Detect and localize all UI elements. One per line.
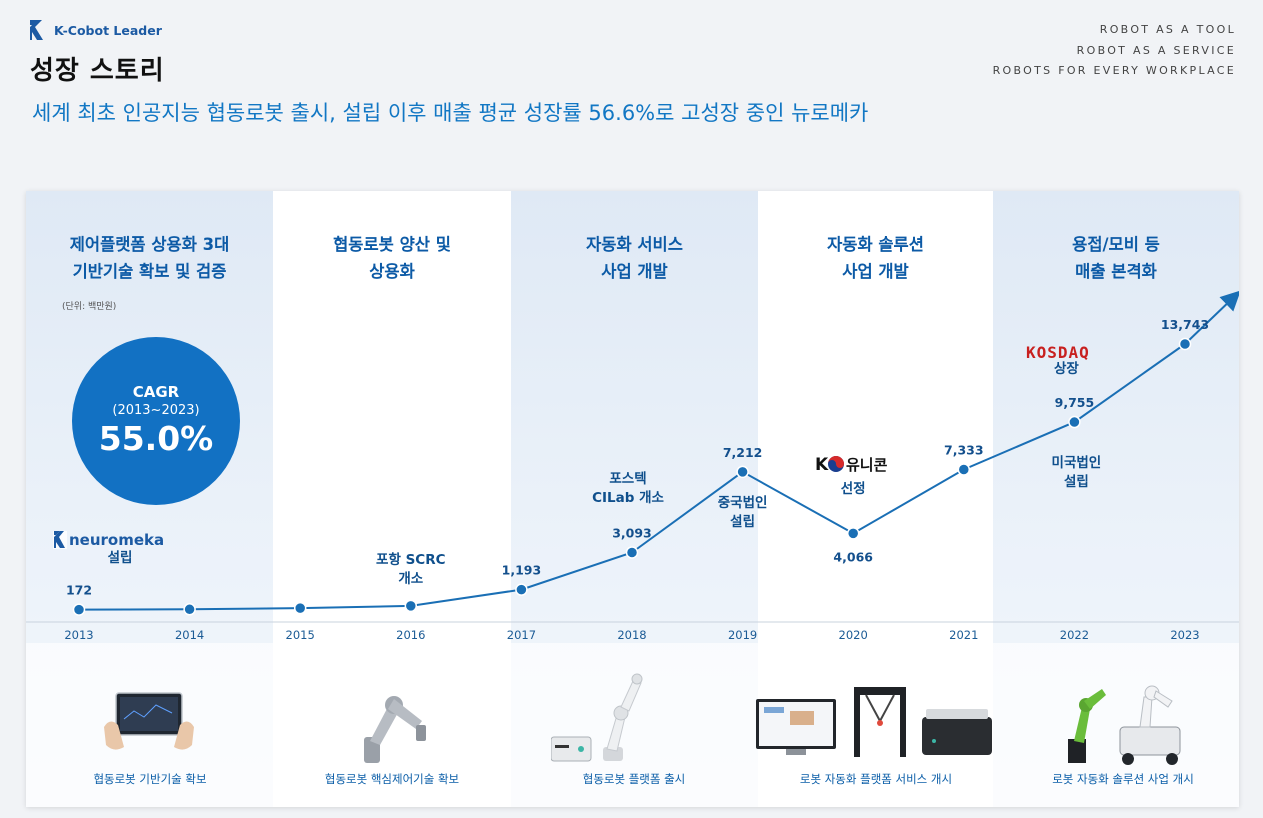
tablet-hands-illustration	[104, 692, 194, 750]
subtitle: 세계 최초 인공지능 협동로봇 출시, 설립 이후 매출 평균 성장률 56.6…	[32, 101, 869, 125]
k-unicorn-logo: K 유니콘	[815, 455, 888, 475]
data-point-2019	[736, 465, 749, 479]
era-footer-label: 협동로봇 기반기술 확보	[93, 772, 207, 786]
era-footer-label: 협동로봇 플랫폼 출시	[582, 772, 686, 786]
data-label: 13,743	[1161, 317, 1209, 332]
x-tick-label: 2015	[286, 628, 315, 642]
x-tick-label: 2021	[949, 628, 978, 642]
milestone-annotation: 포스텍 CILab 개소	[592, 470, 664, 506]
brand-name: K-Cobot Leader	[54, 22, 162, 38]
revenue-line-chart: 2013 172 2014 2015 2016 2017 1,193 2018 3,093 201…	[26, 290, 1239, 642]
era-title: 용접/모비 등 매출 본격화	[1072, 235, 1160, 281]
trend-arrow	[1184, 290, 1239, 345]
x-tick-label: 2020	[839, 628, 868, 642]
neuromeka-logo-text: neuromeka	[69, 531, 164, 549]
data-point-2017	[515, 583, 528, 596]
milestone-annotation: 중국법인 설립	[718, 494, 768, 530]
data-point-2022	[1068, 415, 1081, 429]
cagr-range: (2013~2023)	[112, 403, 200, 418]
unit-note: (단위: 백만원)	[62, 302, 117, 312]
era-footer-label: 협동로봇 핵심제어기술 확보	[324, 772, 460, 786]
tagline: ROBOT AS A TOOL	[1099, 23, 1236, 36]
neuromeka-logo: neuromeka	[53, 531, 164, 549]
x-tick-label: 2018	[617, 628, 646, 642]
data-point-2016	[404, 599, 418, 613]
cagr-label: CAGR	[132, 383, 180, 401]
kosdaq-logo: KOSDAQ	[1026, 343, 1090, 362]
x-tick-label: 2019	[728, 628, 757, 642]
era-title: 제어플랫폼 상용화 3대 기반기술 확보 및 검증	[69, 235, 230, 281]
x-tick-label: 2017	[507, 628, 536, 642]
data-label: 7,333	[944, 442, 984, 457]
milestone-annotation: 설립	[108, 550, 133, 566]
data-label: 3,093	[612, 525, 652, 540]
era-title: 자동화 솔루션 사업 개발	[827, 235, 924, 281]
era-footer-label: 로봇 자동화 플랫폼 서비스 개시	[799, 772, 953, 786]
x-tick-label: 2013	[64, 628, 93, 642]
milestone-annotation: 상장	[1054, 360, 1079, 377]
page-title: 성장 스토리	[30, 56, 165, 86]
x-tick-label: 2014	[175, 628, 204, 642]
x-tick-label: 2016	[396, 628, 425, 642]
milestone-annotation: 미국법인 설립	[1052, 454, 1102, 490]
growth-story-card: 제어플랫폼 상용화 3대 기반기술 확보 및 검증 협동로봇 양산 및 상용화 …	[26, 191, 1239, 807]
data-point-2013	[72, 603, 86, 616]
data-label: 172	[66, 583, 92, 598]
data-point-2015	[293, 601, 307, 615]
data-point-2023	[1178, 337, 1192, 351]
brand-logo-icon	[30, 20, 43, 40]
milestone-annotation: 선정	[841, 480, 866, 497]
data-label: 4,066	[833, 549, 873, 564]
cagr-value: 55.0%	[98, 419, 214, 458]
data-label: 7,212	[723, 445, 763, 460]
x-tick-label: 2023	[1170, 628, 1199, 642]
cagr-circle: CAGR (2013~2023) 55.0%	[72, 337, 240, 505]
taglines: ROBOT AS A TOOL ROBOT AS A SERVICE ROBOT…	[993, 20, 1236, 82]
tagline: ROBOTS FOR EVERY WORKPLACE	[992, 64, 1236, 77]
data-label: 9,755	[1055, 395, 1095, 410]
data-point-2018	[625, 546, 639, 559]
era-title: 협동로봇 양산 및 상용화	[333, 235, 451, 281]
data-label: 1,193	[502, 563, 542, 578]
robot-arm-illustration	[364, 696, 426, 763]
data-point-2021	[957, 463, 971, 476]
illustration-strip	[26, 643, 1239, 807]
data-point-2020	[846, 527, 860, 540]
brand: K-Cobot Leader	[30, 20, 162, 40]
era-title: 자동화 서비스 사업 개발	[586, 235, 683, 281]
milestone-annotation: 포항 SCRC 개소	[376, 551, 446, 587]
x-tick-label: 2022	[1060, 628, 1089, 642]
welding-mobile-robot-illustration	[1068, 685, 1181, 765]
automation-platform-illustration	[756, 687, 992, 757]
k-letter: K	[815, 455, 829, 475]
era-footer-label: 로봇 자동화 솔루션 사업 개시	[1052, 772, 1194, 786]
k-unicorn-text: 유니콘	[846, 456, 888, 474]
data-point-2014	[183, 603, 196, 616]
cobot-platform-illustration	[551, 673, 643, 762]
tagline: ROBOT AS A SERVICE	[1076, 43, 1236, 57]
